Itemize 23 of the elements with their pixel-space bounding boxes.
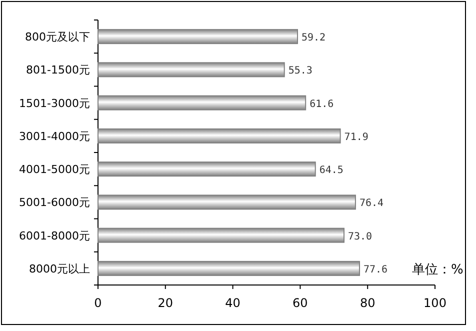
y-tick-label: 1501-3000元 <box>19 96 90 110</box>
x-tick-label: 0 <box>94 296 102 310</box>
x-tick-label: 80 <box>360 296 376 310</box>
x-tick-label: 40 <box>225 296 240 310</box>
data-label: 64.5 <box>319 165 344 176</box>
y-tick-label: 801-1500元 <box>26 64 90 77</box>
y-tick-label: 8000元以上 <box>29 262 90 276</box>
y-tick-label: 800元及以下 <box>25 30 90 44</box>
data-label: 59.2 <box>302 32 326 44</box>
y-tick-label: 4001-5000元 <box>19 163 90 176</box>
data-label: 71.9 <box>344 132 368 143</box>
x-tick-label: 20 <box>158 296 174 310</box>
data-label: 73.0 <box>348 231 372 242</box>
data-label: 77.6 <box>364 264 388 276</box>
data-label: 61.6 <box>310 98 334 110</box>
data-label: 76.4 <box>359 198 384 210</box>
y-tick-label: 5001-6000元 <box>19 196 90 210</box>
y-tick-label: 6001-8000元 <box>19 229 90 242</box>
x-tick-label: 60 <box>292 296 308 310</box>
y-tick-label: 3001-4000元 <box>19 130 90 143</box>
data-label: 55.3 <box>288 66 312 77</box>
annotation: 单位：% <box>412 262 464 278</box>
x-tick-label: 100 <box>424 296 446 310</box>
